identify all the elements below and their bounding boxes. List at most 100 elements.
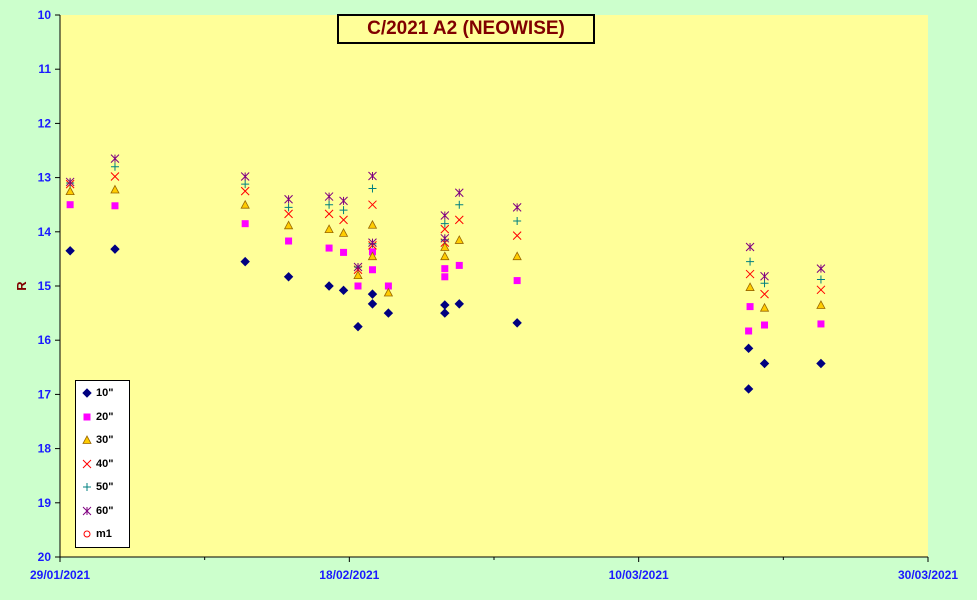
y-tick-label: 19 (38, 496, 52, 510)
y-tick-label: 11 (38, 62, 51, 76)
x-axis: 29/01/2021 18/02/2021 10/03/2021 30/03/2021 (30, 556, 958, 582)
legend-item: 20" (80, 407, 113, 427)
data-point (440, 233, 450, 243)
y-tick-label: 15 (38, 279, 52, 293)
legend-marker-icon (82, 506, 92, 515)
legend: 10" 20" 30" 40" 50" 60" m1 (75, 380, 130, 548)
data-point (111, 202, 119, 210)
data-point (512, 251, 522, 261)
data-point (65, 177, 75, 187)
y-tick-label: 14 (38, 225, 52, 239)
y-axis-label: R (14, 281, 29, 291)
data-point (441, 273, 449, 281)
data-point (454, 299, 464, 309)
data-point (340, 248, 348, 256)
legend-item: 50" (80, 477, 113, 497)
y-axis: 10 11 12 13 14 15 16 17 18 19 20 (38, 8, 61, 564)
legend-marker-icon (82, 459, 92, 468)
y-tick-label: 17 (38, 387, 52, 401)
data-point (745, 327, 753, 335)
x-tick-label: 30/03/2021 (898, 568, 958, 582)
data-point (384, 282, 392, 290)
data-point (513, 216, 522, 225)
legend-marker (83, 530, 91, 538)
legend-item: 10" (80, 383, 113, 403)
legend-marker (82, 459, 92, 468)
data-point (367, 299, 378, 309)
data-point (324, 224, 334, 233)
data-point (761, 321, 769, 329)
y-tick-label: 18 (38, 442, 52, 456)
data-point (66, 201, 74, 209)
legend-marker-icon (83, 413, 91, 420)
data-point (284, 209, 293, 219)
data-point (339, 206, 348, 215)
data-point (367, 289, 378, 299)
data-point (743, 343, 754, 354)
data-point (285, 237, 293, 245)
plot-area (60, 15, 928, 557)
data-point (368, 171, 377, 181)
legend-label: m1 (96, 528, 112, 540)
x-tick-label: 10/03/2021 (609, 568, 669, 582)
data-point (745, 242, 755, 252)
legend-marker-icon (83, 483, 91, 491)
legend-label: 40" (96, 457, 114, 470)
legend-marker (83, 483, 91, 491)
data-point (440, 211, 450, 220)
data-point (284, 203, 293, 212)
data-point (339, 196, 348, 206)
data-point (367, 219, 378, 229)
data-point (760, 289, 769, 299)
data-point (816, 358, 826, 369)
data-point (745, 282, 755, 291)
data-point (441, 265, 449, 273)
data-point (760, 279, 769, 288)
data-point (110, 154, 120, 163)
legend-marker (83, 413, 91, 420)
data-point (745, 269, 755, 279)
data-point (240, 256, 250, 267)
y-tick-label: 12 (38, 116, 52, 130)
x-tick-label: 18/02/2021 (319, 568, 379, 582)
data-point (110, 244, 120, 254)
data-point (338, 228, 349, 237)
legend-label: 10" (96, 387, 114, 399)
data-point (440, 251, 450, 261)
data-point (353, 321, 363, 332)
legend-label: 50" (96, 481, 114, 493)
legend-marker-icon (83, 530, 91, 538)
data-marks (65, 154, 826, 394)
data-point (440, 242, 450, 251)
data-point (368, 184, 377, 193)
data-point (368, 200, 377, 210)
data-point (324, 209, 334, 219)
legend-marker-icon (82, 388, 92, 398)
data-point (110, 162, 119, 171)
data-point (368, 238, 377, 247)
data-point (512, 231, 522, 240)
data-point (324, 281, 334, 291)
legend-marker (82, 506, 92, 515)
legend-marker (82, 388, 92, 398)
data-point (110, 184, 120, 194)
data-point (241, 180, 250, 189)
y-tick-label: 10 (38, 8, 52, 22)
data-point (284, 194, 293, 204)
data-point (325, 200, 334, 209)
data-point (817, 320, 825, 328)
data-point (743, 384, 754, 394)
data-point (759, 302, 770, 312)
legend-item: 40" (80, 454, 113, 474)
data-point (353, 270, 363, 280)
legend-item: m1 (80, 524, 112, 544)
data-point (759, 358, 770, 369)
data-point (454, 235, 464, 244)
x-tick-label: 29/01/2021 (30, 568, 90, 582)
data-point (240, 199, 250, 209)
data-point (338, 285, 349, 296)
data-point (367, 251, 378, 261)
data-point (440, 224, 450, 234)
data-point (512, 318, 522, 328)
data-point (513, 277, 521, 285)
